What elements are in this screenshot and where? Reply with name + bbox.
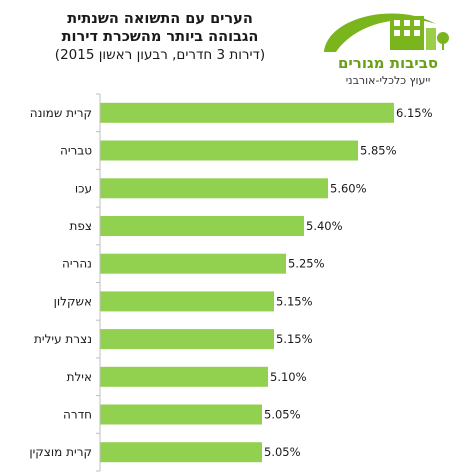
bar-2 [100, 178, 328, 199]
category-label: אשקלון [54, 294, 92, 308]
value-label: 5.60% [330, 181, 367, 195]
value-label: 5.25% [288, 257, 325, 271]
category-label: עכו [75, 181, 92, 195]
bar-9 [100, 442, 262, 463]
bar-1 [100, 140, 358, 161]
chart-title-line-2: הגבוהה ביותר מהשכרת דירות [61, 29, 259, 45]
bar-7 [100, 366, 268, 387]
category-label: אילת [67, 370, 92, 384]
value-label: 5.10% [270, 370, 307, 384]
bar-8 [100, 404, 262, 425]
value-label: 5.15% [276, 294, 313, 308]
logo-name: סביבות מגורים [338, 54, 438, 72]
chart-subtitle: (דירות 3 חדרים, רבעון ראשון 2015) [54, 47, 266, 63]
bar-5 [100, 291, 274, 312]
value-label: 5.05% [264, 408, 301, 422]
category-label: טבריה [60, 144, 92, 158]
logo-building-icon [390, 16, 449, 50]
bar-0 [100, 102, 394, 123]
value-label: 5.85% [360, 144, 397, 158]
category-label: חדרה [63, 408, 92, 422]
company-logo: סביבות מגורים ייעוץ כלכלי-אורבני [324, 13, 449, 87]
category-label: צפת [70, 219, 93, 233]
value-label: 6.15% [396, 106, 433, 120]
bar-4 [100, 253, 286, 274]
category-label: נצרת עילית [34, 332, 92, 346]
category-label: קרית שמונה [30, 106, 92, 120]
logo-tagline: ייעוץ כלכלי-אורבני [346, 74, 431, 87]
logo-swoosh-icon [324, 13, 436, 52]
category-label: נהריה [62, 257, 92, 271]
chart-title-line-1: הערים עם התשואה השנתית [67, 11, 253, 27]
value-label: 5.40% [306, 219, 343, 233]
value-label: 5.15% [276, 332, 313, 346]
chart-title-block: הערים עם התשואה השנתית הגבוהה ביותר מהשכ… [10, 10, 310, 64]
bar-3 [100, 216, 304, 236]
bar-6 [100, 329, 274, 350]
value-label: 5.05% [264, 445, 301, 459]
category-label: קרית מוצקין [29, 445, 92, 459]
